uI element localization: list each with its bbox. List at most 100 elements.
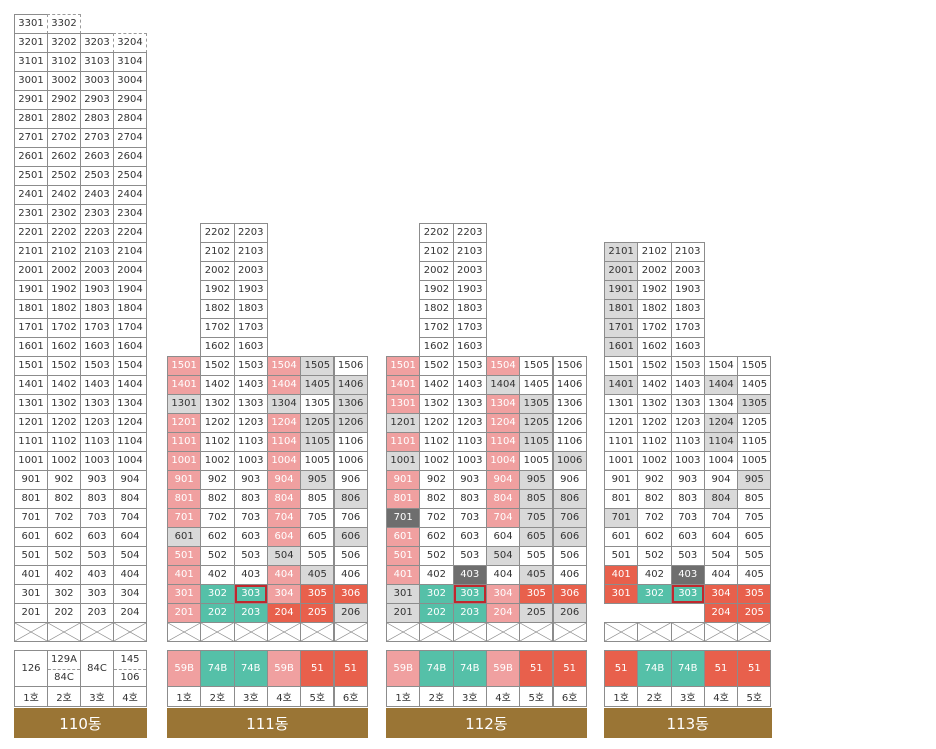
unit-cell[interactable]: 1903	[670, 280, 705, 300]
unit-cell[interactable]: 2404	[113, 185, 147, 205]
unit-cell[interactable]: 1501	[604, 356, 639, 376]
unit-cell[interactable]: 1903	[233, 280, 268, 300]
unit-cell[interactable]: 1304	[266, 394, 302, 414]
unit-cell[interactable]: 3202	[47, 33, 81, 53]
unit-cell[interactable]: 305	[519, 584, 554, 604]
unit-cell[interactable]: 1501	[386, 356, 421, 376]
unit-cell[interactable]: 1504	[113, 356, 147, 376]
unit-cell[interactable]: 1001	[14, 451, 48, 471]
unit-cell[interactable]: 603	[452, 527, 487, 547]
unit-cell[interactable]: 603	[80, 527, 114, 547]
unit-cell[interactable]: 1305	[519, 394, 554, 414]
unit-cell[interactable]: 1103	[80, 432, 114, 452]
unit-cell[interactable]: 2502	[47, 166, 81, 186]
unit-cell[interactable]: 1302	[419, 394, 454, 414]
unit-cell[interactable]: 1503	[233, 356, 268, 376]
unit-cell[interactable]: 1603	[80, 337, 114, 357]
unit-cell[interactable]: 1304	[113, 394, 147, 414]
unit-cell[interactable]: 1803	[670, 299, 705, 319]
unit-cell[interactable]: 604	[485, 527, 521, 547]
unit-cell[interactable]: 604	[266, 527, 302, 547]
unit-cell[interactable]: 1503	[670, 356, 705, 376]
unit-cell[interactable]: 1004	[485, 451, 521, 471]
unit-cell[interactable]: 1402	[200, 375, 235, 395]
unit-cell[interactable]: 2304	[113, 204, 147, 224]
unit-cell[interactable]: 701	[386, 508, 421, 528]
unit-cell[interactable]: 905	[519, 470, 554, 490]
unit-cell[interactable]: 704	[266, 508, 302, 528]
unit-cell[interactable]: 406	[552, 565, 587, 585]
unit-cell[interactable]: 506	[333, 546, 368, 566]
unit-cell[interactable]: 1402	[47, 375, 81, 395]
unit-cell[interactable]: 403	[670, 565, 705, 585]
unit-cell[interactable]: 2804	[113, 109, 147, 129]
unit-cell[interactable]: 1902	[637, 280, 672, 300]
unit-cell[interactable]: 1104	[266, 432, 302, 452]
unit-cell[interactable]: 701	[14, 508, 48, 528]
unit-cell[interactable]: 1005	[519, 451, 554, 471]
unit-cell[interactable]: 1303	[670, 394, 705, 414]
unit-cell[interactable]: 1202	[419, 413, 454, 433]
unit-cell[interactable]: 606	[552, 527, 587, 547]
unit-cell[interactable]: 705	[519, 508, 554, 528]
unit-cell[interactable]: 1703	[452, 318, 487, 338]
unit-cell[interactable]: 304	[266, 584, 302, 604]
unit-cell[interactable]: 502	[419, 546, 454, 566]
unit-cell[interactable]: 1006	[552, 451, 587, 471]
unit-cell[interactable]: 2001	[604, 261, 639, 281]
unit-cell[interactable]: 2003	[452, 261, 487, 281]
unit-cell[interactable]: 1602	[47, 337, 81, 357]
unit-cell[interactable]: 903	[452, 470, 487, 490]
unit-cell[interactable]: 2002	[200, 261, 235, 281]
unit-cell[interactable]: 401	[14, 565, 48, 585]
unit-cell[interactable]: 906	[552, 470, 587, 490]
unit-cell[interactable]: 2702	[47, 128, 81, 148]
unit-cell[interactable]: 1401	[14, 375, 48, 395]
unit-cell[interactable]: 1004	[113, 451, 147, 471]
unit-cell[interactable]: 1803	[452, 299, 487, 319]
unit-cell[interactable]: 304	[113, 584, 147, 604]
unit-cell[interactable]: 2602	[47, 147, 81, 167]
unit-cell[interactable]: 804	[485, 489, 521, 509]
unit-cell[interactable]: 1105	[737, 432, 772, 452]
unit-cell[interactable]: 1002	[419, 451, 454, 471]
unit-cell[interactable]: 1304	[703, 394, 739, 414]
unit-cell[interactable]: 705	[737, 508, 772, 528]
unit-cell[interactable]: 1403	[233, 375, 268, 395]
unit-cell[interactable]: 1003	[80, 451, 114, 471]
unit-cell[interactable]: 605	[737, 527, 772, 547]
unit-cell[interactable]: 806	[333, 489, 368, 509]
unit-cell[interactable]: 1506	[552, 356, 587, 376]
unit-cell[interactable]: 1002	[637, 451, 672, 471]
unit-cell[interactable]: 2004	[113, 261, 147, 281]
unit-cell[interactable]: 403	[233, 565, 268, 585]
unit-cell[interactable]: 801	[167, 489, 202, 509]
unit-cell[interactable]: 503	[452, 546, 487, 566]
unit-cell[interactable]: 703	[80, 508, 114, 528]
unit-cell[interactable]: 1505	[300, 356, 335, 376]
unit-cell[interactable]: 602	[200, 527, 235, 547]
unit-cell[interactable]: 303	[452, 584, 487, 604]
unit-cell[interactable]: 1102	[637, 432, 672, 452]
unit-cell[interactable]: 1406	[552, 375, 587, 395]
unit-cell[interactable]: 904	[266, 470, 302, 490]
unit-cell[interactable]: 306	[333, 584, 368, 604]
unit-cell[interactable]: 204	[266, 603, 302, 623]
unit-cell[interactable]: 2701	[14, 128, 48, 148]
unit-cell[interactable]: 1604	[113, 337, 147, 357]
unit-cell[interactable]: 1306	[552, 394, 587, 414]
unit-cell[interactable]: 601	[386, 527, 421, 547]
unit-cell[interactable]: 2001	[14, 261, 48, 281]
unit-cell[interactable]: 1403	[80, 375, 114, 395]
unit-cell[interactable]: 3101	[14, 52, 48, 72]
unit-cell[interactable]: 903	[233, 470, 268, 490]
unit-cell[interactable]: 501	[167, 546, 202, 566]
unit-cell[interactable]: 403	[452, 565, 487, 585]
unit-cell[interactable]: 1204	[485, 413, 521, 433]
unit-cell[interactable]: 1403	[670, 375, 705, 395]
unit-cell[interactable]: 303	[670, 584, 705, 604]
unit-cell[interactable]: 904	[485, 470, 521, 490]
unit-cell[interactable]: 2003	[233, 261, 268, 281]
unit-cell[interactable]: 1603	[670, 337, 705, 357]
unit-cell[interactable]: 1402	[419, 375, 454, 395]
